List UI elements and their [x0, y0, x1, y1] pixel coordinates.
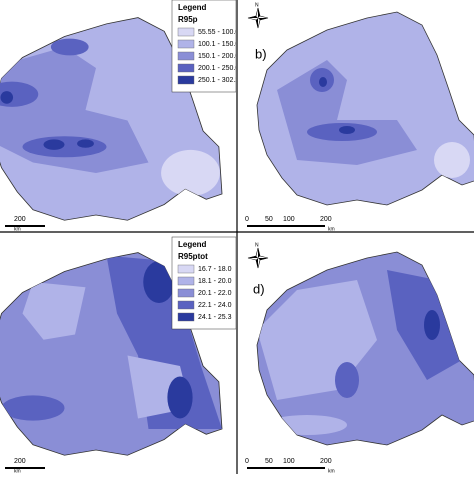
panel-label: d)	[253, 281, 265, 296]
legend-label: 250.1 - 302.2	[198, 77, 239, 84]
legend-swatch	[177, 75, 195, 85]
scale-tick: 100	[283, 216, 295, 223]
scale-unit: km	[328, 226, 335, 232]
scale-tick: 50	[265, 216, 273, 223]
legend-label: 18.1 - 20.0	[198, 278, 232, 285]
scale-unit: km	[14, 226, 21, 232]
north-arrow	[247, 7, 269, 29]
legend-label: 20.1 - 22.0	[198, 290, 232, 297]
legend-items: 55.55 - 100.0 100.1 - 150.0 150.1 - 200.0 2…	[177, 27, 239, 85]
legend-label: 150.1 - 200.0	[198, 53, 239, 60]
scale-tick: 200	[14, 458, 26, 465]
scale-tick: 100	[283, 458, 295, 465]
scale-tick: 0	[245, 216, 249, 223]
map-panel-a: Legend R95p 55.55 - 100.0 100.1 - 150.0 15…	[0, 0, 239, 232]
scale-tick: 0	[245, 458, 249, 465]
scale-tick: 200	[320, 458, 332, 465]
legend-swatch	[177, 264, 195, 274]
scale-unit: km	[14, 468, 21, 474]
north-label: N	[255, 2, 259, 8]
legend-label: 16.7 - 18.0	[198, 266, 232, 273]
legend-swatch	[177, 300, 195, 310]
legend-items: 16.7 - 18.0 18.1 - 20.0 20.1 - 22.0 22.1 - …	[177, 264, 232, 322]
panel-label: b)	[255, 46, 267, 61]
legend-swatch	[177, 51, 195, 61]
legend-title: Legend	[178, 240, 207, 249]
legend-swatch	[177, 63, 195, 73]
legend-label: 24.1 - 25.3	[198, 314, 232, 321]
map-panel-d: N d) 0 50 100 200 km	[245, 242, 474, 474]
legend-swatch	[177, 39, 195, 49]
map-panel-b: N b) 0 50 100 200 km	[245, 2, 474, 232]
legend-title: Legend	[178, 3, 207, 12]
north-label: N	[255, 242, 259, 248]
legend-label: 22.1 - 24.0	[198, 302, 232, 309]
legend-variable: R95p	[178, 15, 198, 24]
legend-variable: R95ptot	[178, 252, 208, 261]
legend-label: 55.55 - 100.0	[198, 29, 239, 36]
north-arrow	[247, 247, 269, 269]
scale-tick: 200	[14, 216, 26, 223]
legend-swatch	[177, 288, 195, 298]
legend-swatch	[177, 276, 195, 286]
map-panel-c: Legend R95ptot 16.7 - 18.0 18.1 - 20.0 20.…	[0, 236, 236, 474]
scale-unit: km	[328, 468, 335, 474]
scale-tick: 50	[265, 458, 273, 465]
scale-tick: 200	[320, 216, 332, 223]
legend-label: 100.1 - 150.0	[198, 41, 239, 48]
legend-swatch	[177, 27, 195, 37]
legend-swatch	[177, 312, 195, 322]
legend-label: 200.1 - 250.0	[198, 65, 239, 72]
